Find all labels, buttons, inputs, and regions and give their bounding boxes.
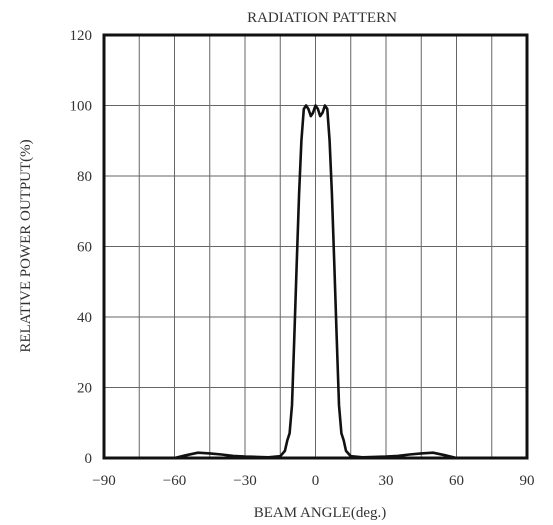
x-tick-label: 30: [379, 473, 394, 489]
chart-title: RADIATION PATTERN: [247, 10, 397, 26]
x-tick-label: −30: [233, 473, 256, 489]
x-tick-label: 90: [520, 473, 535, 489]
x-tick-labels: −90 −60 −30 0 30 60 90: [92, 473, 534, 489]
grid-lines: [103, 34, 528, 459]
x-tick-label: 0: [312, 473, 320, 489]
y-tick-label: 0: [85, 451, 93, 467]
y-tick-label: 20: [77, 381, 92, 397]
plot-frame: [102, 33, 529, 460]
y-tick-label: 120: [70, 28, 93, 44]
y-tick-label: 40: [77, 310, 92, 326]
y-tick-label: 60: [77, 240, 92, 256]
y-tick-label: 80: [77, 169, 92, 185]
x-tick-label: −60: [163, 473, 186, 489]
y-axis-label: RELATIVE POWER OUTPUT(%): [18, 139, 34, 352]
x-tick-label: −90: [92, 473, 115, 489]
y-tick-label: 100: [70, 99, 93, 115]
y-tick-labels: 0 20 40 60 80 100 120: [70, 28, 93, 467]
x-axis-label: BEAM ANGLE(deg.): [254, 505, 386, 521]
x-tick-label: 60: [449, 473, 464, 489]
